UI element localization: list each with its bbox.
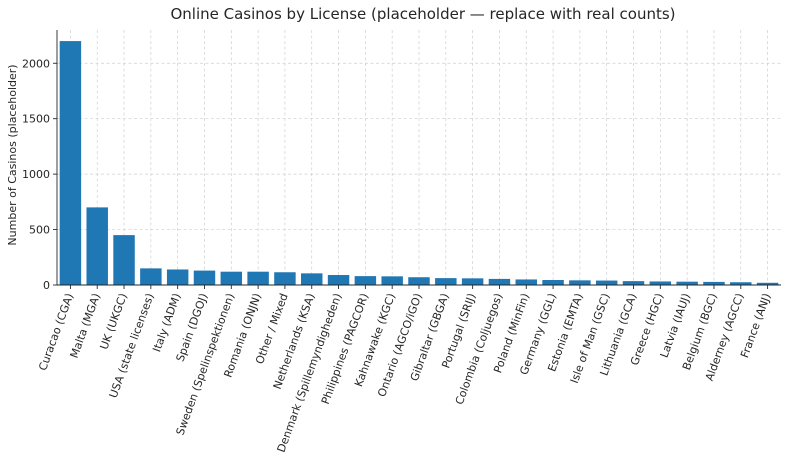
bar [327, 275, 350, 285]
bar [166, 269, 189, 285]
bar [86, 207, 108, 285]
bar [649, 281, 672, 285]
bar [274, 272, 296, 285]
bar [756, 282, 779, 285]
y-tick-label: 2000 [22, 57, 50, 70]
bar [622, 281, 645, 285]
bar [488, 278, 511, 285]
chart-title: Online Casinos by License (placeholder —… [170, 5, 675, 23]
bar [569, 280, 591, 285]
bar [595, 280, 618, 285]
y-ticks: 0 500 1000 1500 2000 [22, 57, 769, 292]
y-tick-label: 1000 [22, 168, 50, 181]
grid [57, 30, 781, 286]
bar [676, 281, 698, 285]
bar [59, 41, 82, 285]
x-tick-label: Curacao (CGA) [36, 292, 76, 373]
bar [247, 271, 269, 285]
bar [515, 279, 537, 285]
bar [354, 276, 377, 285]
bar [730, 282, 752, 285]
y-tick-label: 1500 [22, 113, 50, 126]
bar [301, 273, 323, 285]
bar [461, 278, 484, 285]
y-tick-label: 0 [43, 279, 50, 292]
bar [193, 270, 216, 285]
bar [703, 281, 725, 285]
bar [542, 280, 564, 285]
bar [408, 277, 430, 285]
bar [140, 268, 162, 285]
bar [381, 276, 403, 285]
bar [220, 271, 243, 285]
x-tick-labels: Curacao (CGA)Malta (MGA)UK (UKGC)USA (st… [36, 292, 773, 455]
bar [435, 278, 457, 285]
y-tick-label: 500 [29, 224, 50, 237]
bars [59, 41, 779, 285]
bar [113, 235, 135, 285]
y-axis-label: Number of Casinos (placeholder) [6, 64, 19, 245]
